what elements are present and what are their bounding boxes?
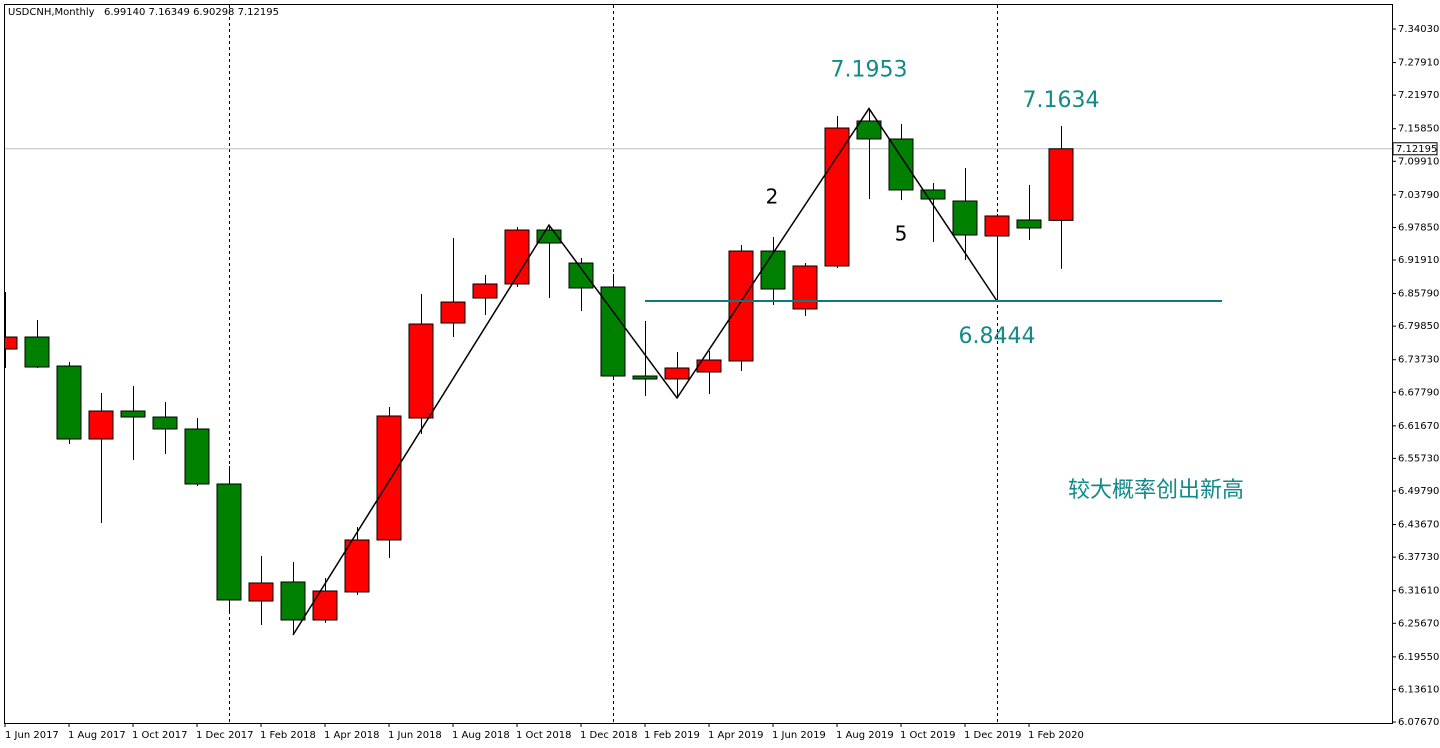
candle-body — [472, 283, 498, 299]
symbol: USDCNH,Monthly — [8, 7, 95, 18]
current-price-box — [1392, 142, 1438, 156]
price-label: 7.1953 — [831, 58, 908, 83]
candle-body — [792, 265, 818, 310]
candle-body — [760, 250, 786, 290]
y-tick-label: 7.27910 — [1398, 58, 1439, 69]
y-tick-label: 6.07670 — [1398, 717, 1439, 728]
candle-body — [344, 539, 370, 593]
y-tick-label: 7.09910 — [1398, 156, 1439, 167]
zigzag — [292, 107, 998, 636]
y-tick-label: 6.55730 — [1398, 453, 1439, 464]
candle-body — [248, 582, 274, 602]
x-tick-label: 1 Feb 2020 — [1028, 730, 1084, 741]
price-label: 7.1634 — [1023, 88, 1100, 113]
x-tick-label: 1 Aug 2019 — [836, 730, 894, 741]
plot-frame — [4, 4, 1393, 724]
y-tick-label: 6.37730 — [1398, 552, 1439, 563]
candle-body — [728, 250, 754, 362]
y-tick-label: 6.91910 — [1398, 255, 1439, 266]
y-tick-label: 6.43670 — [1398, 520, 1439, 531]
x-tick-label: 1 Aug 2017 — [68, 730, 126, 741]
plot-area — [5, 5, 1392, 723]
y-tick-label: 6.13610 — [1398, 684, 1439, 695]
y-tick-label: 6.97850 — [1398, 222, 1439, 233]
note: 较大概率创出新高 — [1068, 478, 1244, 503]
candle-body — [920, 189, 946, 200]
x-tick-label: 1 Oct 2017 — [132, 730, 187, 741]
x-tick-label: 1 Dec 2018 — [580, 730, 638, 741]
wave-label: 5 — [895, 222, 908, 246]
candle-body — [952, 200, 978, 236]
x-tick-label: 1 Oct 2018 — [516, 730, 571, 741]
candle-body — [824, 127, 850, 267]
candle-body — [376, 415, 402, 541]
candle-body — [5, 336, 18, 350]
x-tick-label: 1 Jun 2018 — [388, 730, 442, 741]
candle-body — [88, 410, 114, 440]
candle-body — [216, 483, 242, 601]
x-tick-label: 1 Dec 2017 — [196, 730, 254, 741]
y-tick-label: 7.21970 — [1398, 90, 1439, 101]
y-tick-label: 6.73730 — [1398, 355, 1439, 366]
candle-body — [664, 367, 690, 380]
y-tick-label: 6.25670 — [1398, 618, 1439, 629]
candle-body — [312, 590, 338, 621]
x-tick-label: 1 Feb 2018 — [260, 730, 316, 741]
wave-label: 2 — [766, 185, 779, 209]
candle-body — [440, 301, 466, 324]
y-tick-label: 7.34030 — [1398, 24, 1439, 35]
x-tick-label: 1 Apr 2018 — [324, 730, 379, 741]
y-tick-label: 7.03790 — [1398, 190, 1439, 201]
candle-body — [632, 375, 658, 380]
candle-body — [1048, 148, 1074, 221]
y-tick-label: 6.79850 — [1398, 321, 1439, 332]
candle-body — [24, 336, 50, 368]
y-tick-label: 6.49790 — [1398, 486, 1439, 497]
candle-body — [568, 262, 594, 289]
candle-body — [184, 428, 210, 485]
candle-body — [56, 365, 82, 440]
candle-body — [120, 410, 146, 418]
y-tick-label: 7.15850 — [1398, 124, 1439, 135]
y-tick-label: 6.85790 — [1398, 289, 1439, 300]
candle-body — [152, 416, 178, 430]
y-tick-label: 6.67790 — [1398, 387, 1439, 398]
x-tick-label: 1 Feb 2019 — [644, 730, 700, 741]
y-tick-label: 6.19550 — [1398, 652, 1439, 663]
price-label: 6.8444 — [959, 324, 1036, 349]
ohlc-readout: 6.99140 7.16349 6.90298 7.12195 — [104, 7, 279, 18]
y-tick-label: 6.61670 — [1398, 421, 1439, 432]
x-tick-label: 1 Jun 2017 — [5, 730, 59, 741]
candle-body — [1016, 219, 1042, 229]
current-price-label: 7.12195 — [1396, 144, 1437, 155]
x-tick-label: 1 Jun 2019 — [772, 730, 826, 741]
x-tick-label: 1 Aug 2018 — [452, 730, 510, 741]
candle-body — [280, 581, 306, 621]
candle-body — [408, 323, 434, 419]
candle-body — [888, 138, 914, 191]
candle-body — [856, 120, 882, 140]
x-tick-label: 1 Oct 2019 — [900, 730, 955, 741]
y-tick-label: 6.31610 — [1398, 586, 1439, 597]
x-tick-label: 1 Dec 2019 — [964, 730, 1022, 741]
candle-body — [984, 215, 1010, 237]
candle-body — [696, 359, 722, 373]
x-tick-label: 1 Apr 2019 — [708, 730, 763, 741]
